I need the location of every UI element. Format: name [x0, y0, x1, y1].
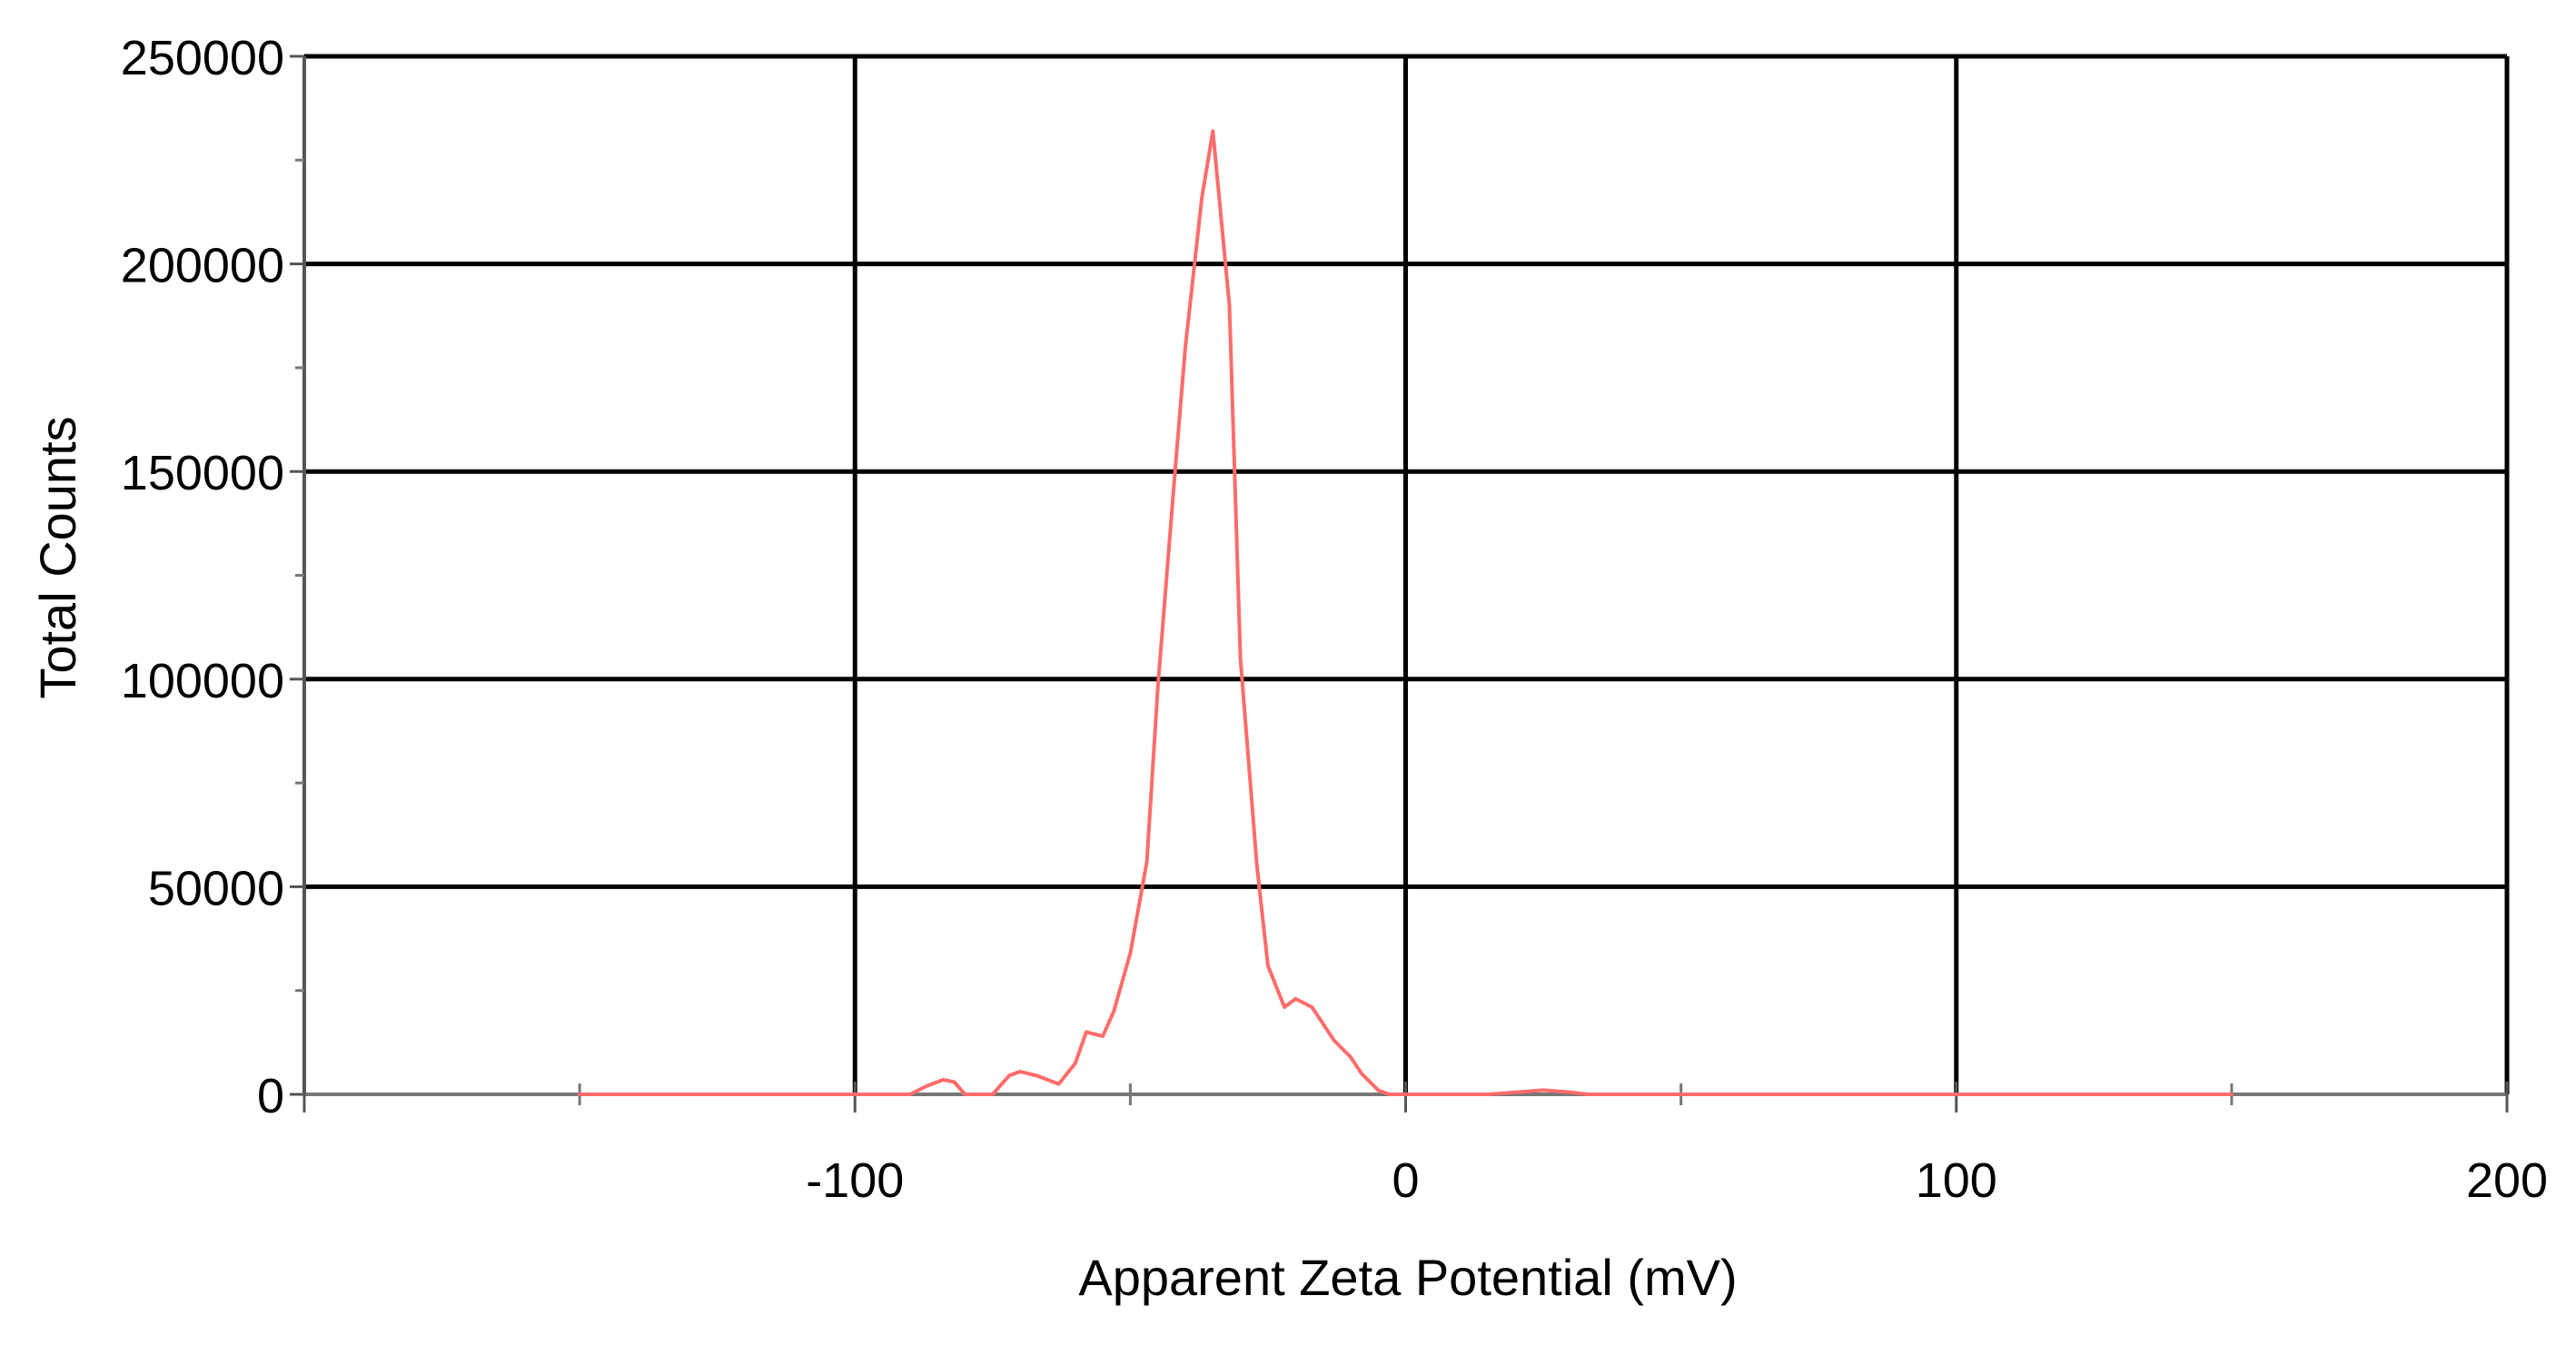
- y-tick-label: 250000: [121, 31, 284, 85]
- grid-layer: [304, 54, 2510, 1094]
- y-tick-label: 100000: [121, 654, 284, 708]
- y-tick-label: 50000: [148, 861, 284, 915]
- tick-labels-layer: 0 50000 100000 150000 200000 250000 -100 0 100 20…: [121, 31, 2548, 1208]
- series-layer: [578, 129, 2234, 1096]
- x-tick-label: 200: [2466, 1153, 2548, 1208]
- ticks-layer: [290, 54, 2509, 1113]
- y-axis-label: Total Counts: [29, 416, 86, 698]
- x-axis-label: Apparent Zeta Potential (mV): [1078, 1249, 1737, 1306]
- y-tick-label: 200000: [121, 239, 284, 293]
- total-counts-series-line: [578, 129, 2234, 1096]
- y-tick-label: 0: [257, 1069, 284, 1123]
- x-tick-label: 100: [1916, 1153, 1997, 1208]
- x-tick-label: -100: [806, 1153, 904, 1208]
- y-tick-label: 150000: [121, 446, 284, 500]
- x-tick-label: 0: [1392, 1153, 1419, 1208]
